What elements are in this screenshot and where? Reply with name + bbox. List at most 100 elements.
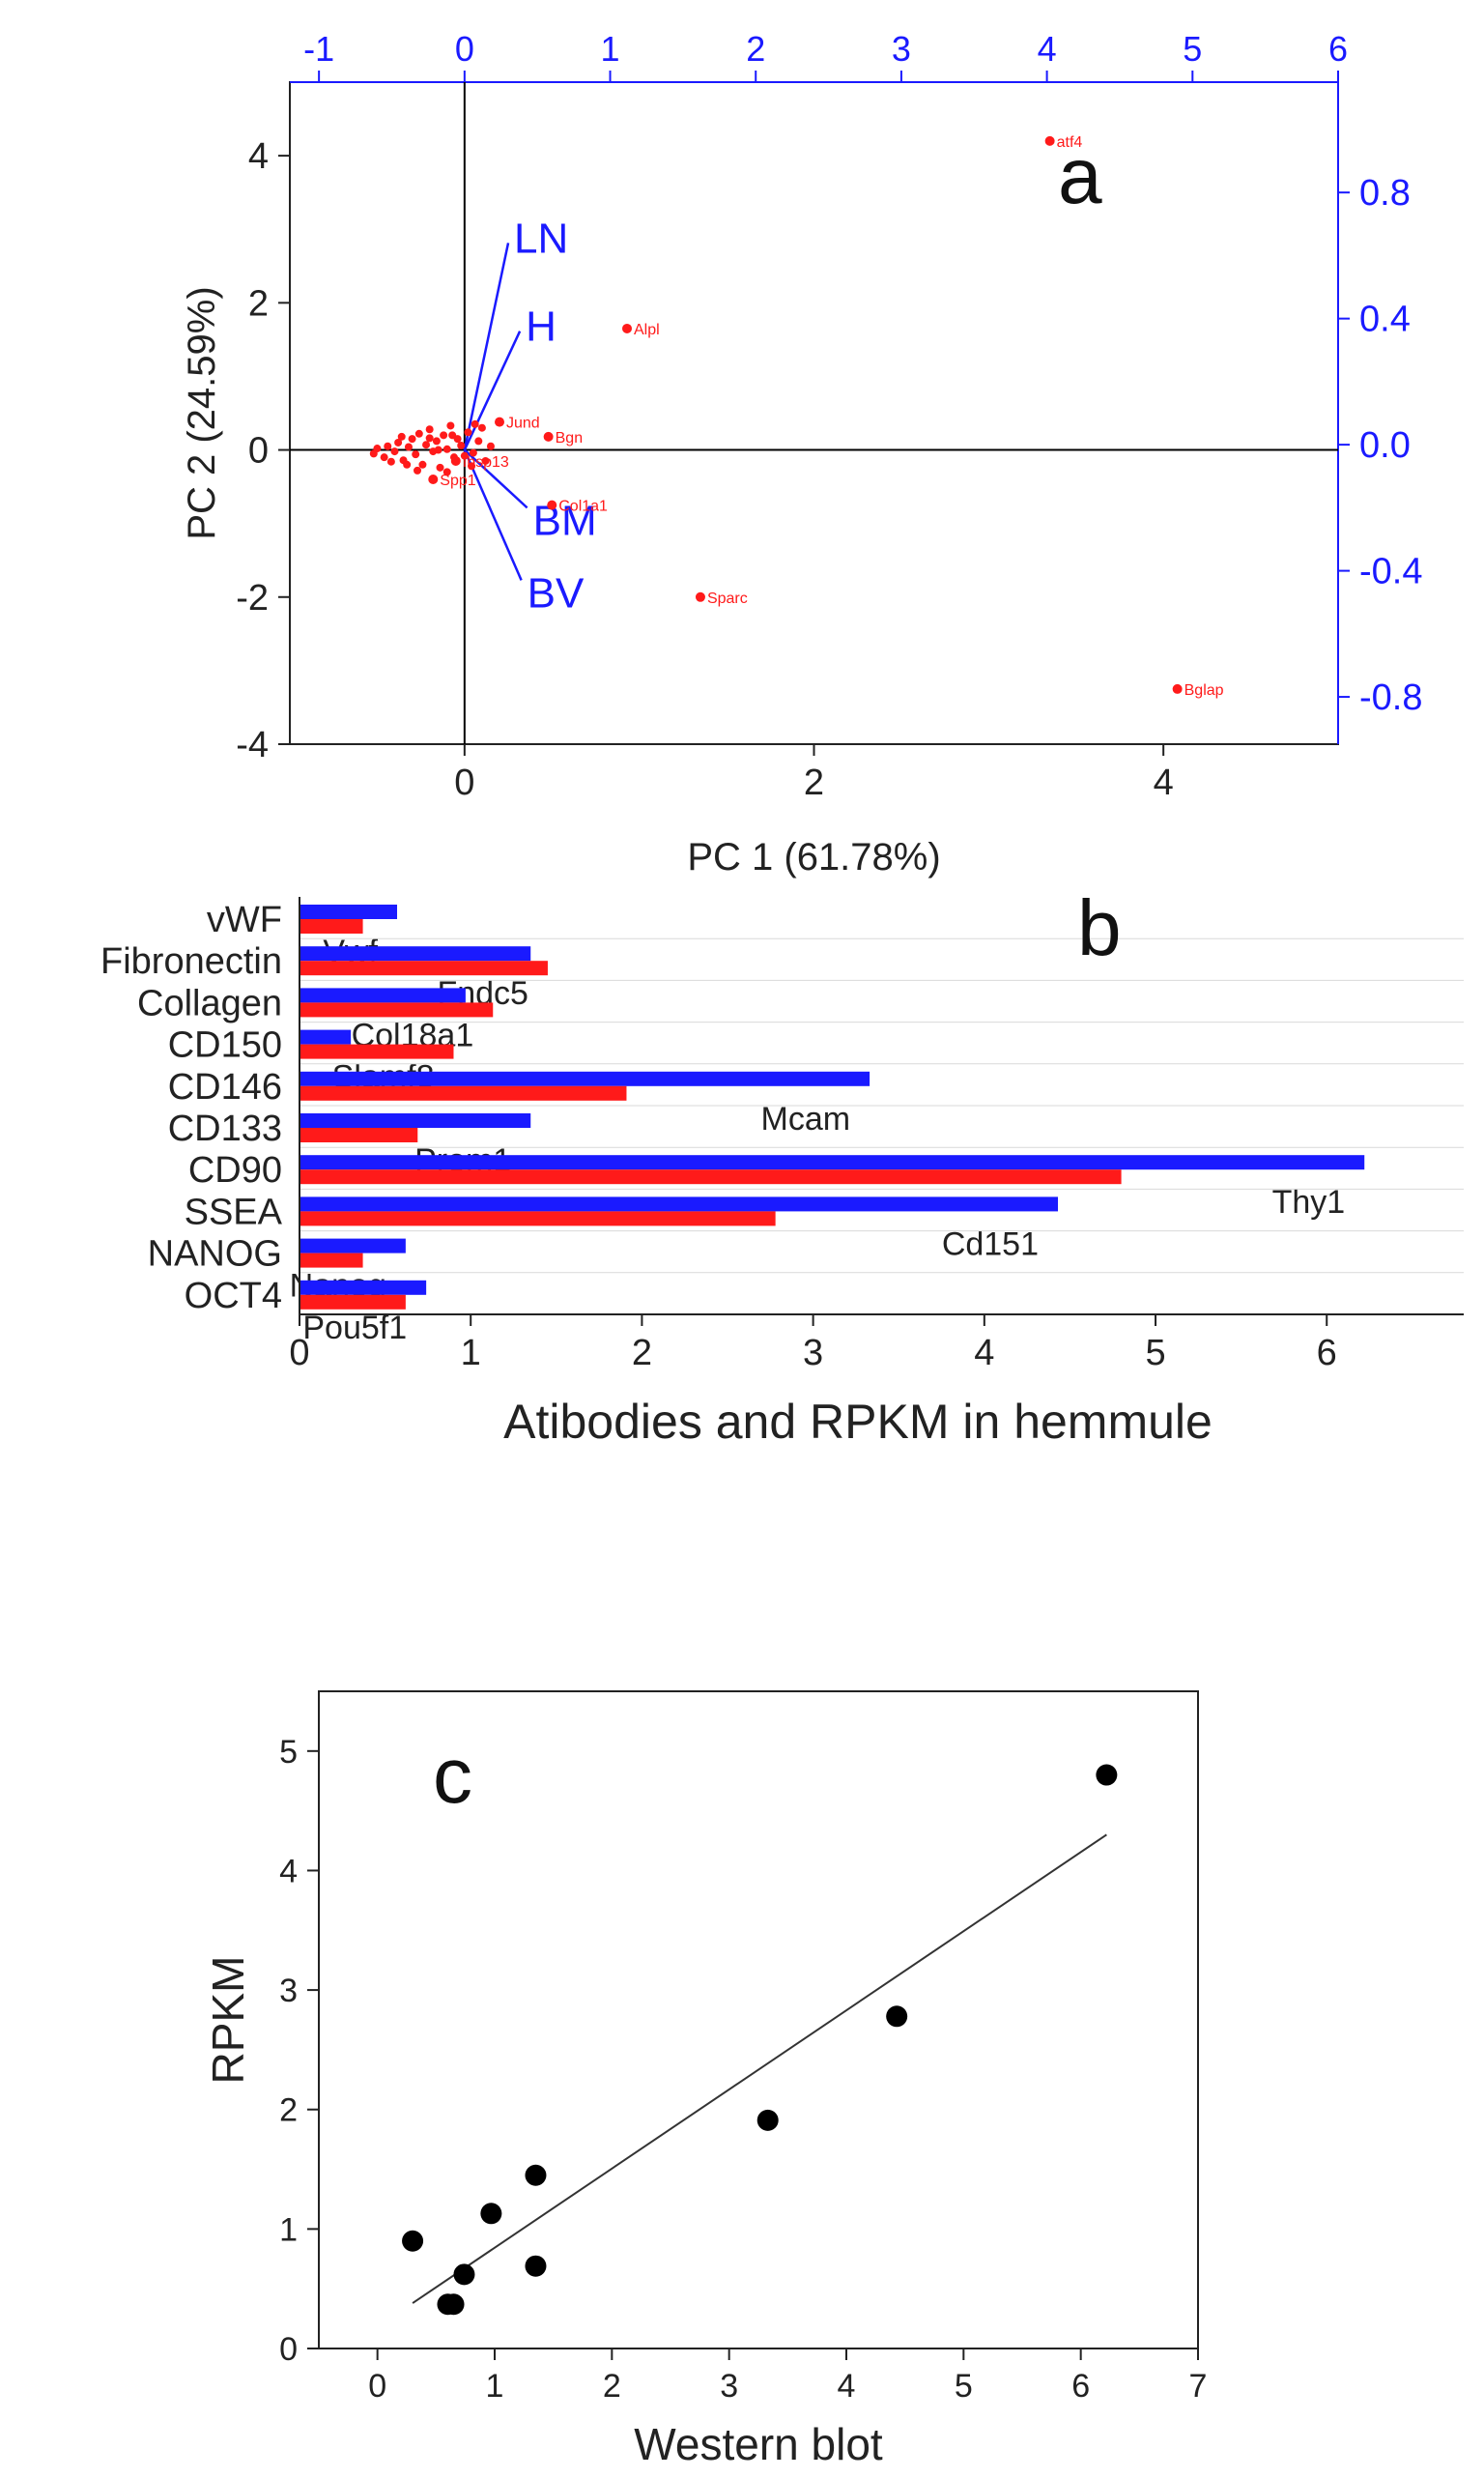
- data-point: [1096, 1764, 1118, 1786]
- gene-name-label: Cd151: [942, 1225, 1039, 1262]
- y-axis-title-a: PC 2 (24.59%): [181, 286, 223, 539]
- data-point: [442, 2293, 465, 2316]
- gene-point-spp1: [428, 475, 439, 484]
- gene-label: Col1a1: [558, 499, 608, 515]
- gene-label: atf4: [1057, 134, 1083, 151]
- right-y-tick-label: -0.4: [1359, 552, 1422, 592]
- y-tick-label-c: 2: [279, 2092, 298, 2129]
- gene-label: Jund: [506, 416, 540, 432]
- x-axis-title-a: PC 1 (61.78%): [687, 836, 940, 879]
- x-axis-title-c: Western blot: [634, 2419, 883, 2469]
- category-label: CD146: [168, 1067, 282, 1108]
- gene-point: [414, 429, 423, 438]
- bar-rpkm: [300, 919, 363, 934]
- y-tick-label-a: -4: [236, 725, 269, 765]
- loading-label-h: H: [526, 303, 556, 351]
- data-point: [402, 2230, 424, 2252]
- gene-point: [422, 441, 431, 449]
- gene-point: [474, 437, 483, 446]
- gene-point-jund: [495, 417, 504, 427]
- right-y-tick-label: 0.0: [1359, 425, 1411, 466]
- right-y-tick-label: 0.8: [1359, 173, 1411, 214]
- y-tick-label-c: 4: [279, 1853, 298, 1889]
- bar-rpkm: [300, 1002, 494, 1018]
- category-label: vWF: [207, 900, 282, 940]
- gene-point-bglap: [1172, 683, 1183, 694]
- x-tick-label-a: 4: [1154, 763, 1174, 803]
- top-x-tick-label: 6: [1328, 29, 1348, 69]
- panel-letter-c: c: [433, 1732, 472, 1820]
- x-tick-label-a: 2: [804, 763, 824, 803]
- gene-label: Bglap: [1184, 682, 1224, 699]
- x-tick-label-c: 1: [486, 2368, 504, 2405]
- loading-vector-ln: [463, 243, 510, 450]
- x-tick-label-c: 0: [368, 2368, 386, 2405]
- gene-point: [412, 450, 420, 459]
- x-tick-label-c: 5: [955, 2368, 973, 2405]
- data-point: [756, 2109, 779, 2131]
- gene-point: [486, 442, 495, 450]
- gene-point: [418, 460, 427, 469]
- gene-name-label: Thy1: [1272, 1184, 1346, 1221]
- gene-point: [442, 468, 451, 476]
- gene-label: Sparc: [707, 591, 748, 607]
- y-tick-label-c: 5: [279, 1734, 298, 1771]
- data-point: [886, 2005, 908, 2028]
- gene-point: [425, 434, 434, 443]
- bar-western-blot: [300, 905, 398, 919]
- gene-point: [464, 428, 472, 437]
- panel-b: vWFVwfFibronectinFndc5CollagenCol18a1CD1…: [100, 884, 1464, 1449]
- bar-western-blot: [300, 988, 466, 1003]
- gene-label: Ibsp13: [463, 454, 509, 471]
- x-tick-label-a: 0: [454, 763, 474, 803]
- panel-letter-b: b: [1077, 884, 1122, 972]
- loading-label-bm: BM: [533, 497, 597, 544]
- y-tick-label-c: 0: [279, 2331, 298, 2368]
- gene-point: [403, 460, 412, 469]
- y-tick-label-a: 2: [248, 283, 269, 324]
- gene-name-label: Mcam: [761, 1101, 851, 1138]
- category-label: Fibronectin: [100, 941, 282, 982]
- category-label: CD90: [188, 1150, 282, 1191]
- gene-point: [386, 457, 395, 466]
- category-label: OCT4: [185, 1276, 282, 1316]
- x-tick-label-b: 1: [461, 1333, 481, 1373]
- gene-point: [380, 453, 388, 462]
- bar-western-blot: [300, 1155, 1365, 1170]
- x-tick-label-c: 4: [838, 2368, 856, 2405]
- x-tick-label-b: 6: [1317, 1333, 1337, 1373]
- plot-a-frame: [289, 81, 1339, 745]
- x-tick-label-c: 7: [1189, 2368, 1208, 2405]
- category-label: SSEA: [185, 1192, 283, 1232]
- gene-label: Bgn: [556, 430, 583, 447]
- category-label: NANOG: [148, 1234, 282, 1275]
- gene-point: [471, 419, 479, 428]
- top-x-tick-label: 4: [1038, 29, 1057, 69]
- gene-point: [468, 462, 476, 471]
- bar-rpkm: [300, 1044, 454, 1059]
- top-x-tick-label: 2: [746, 29, 765, 69]
- x-tick-label-b: 5: [1145, 1333, 1165, 1373]
- top-x-tick-label: 1: [601, 29, 620, 69]
- data-point: [525, 2255, 547, 2277]
- bar-western-blot: [300, 1280, 427, 1295]
- panel-letter-a: a: [1058, 132, 1102, 220]
- bar-western-blot: [300, 1071, 870, 1086]
- bar-rpkm: [300, 961, 548, 976]
- gene-point: [404, 443, 413, 451]
- gene-point: [384, 442, 392, 450]
- right-y-tick-label: 0.4: [1359, 300, 1411, 340]
- data-point: [480, 2203, 502, 2225]
- top-x-tick-label: 0: [455, 29, 474, 69]
- loading-vector-bv: [463, 449, 523, 581]
- bar-rpkm: [300, 1211, 776, 1226]
- gene-point: [397, 432, 406, 441]
- gene-point: [481, 456, 490, 465]
- gene-point: [442, 445, 451, 453]
- bar-western-blot: [300, 1238, 406, 1253]
- gene-label: Alpl: [634, 322, 660, 338]
- panel-c: 0 1 2 3 4 5 6 7 0 1 2 3 4 5 Western blot RPKM c: [203, 1690, 1208, 2469]
- y-tick-label-a: 0: [248, 431, 269, 472]
